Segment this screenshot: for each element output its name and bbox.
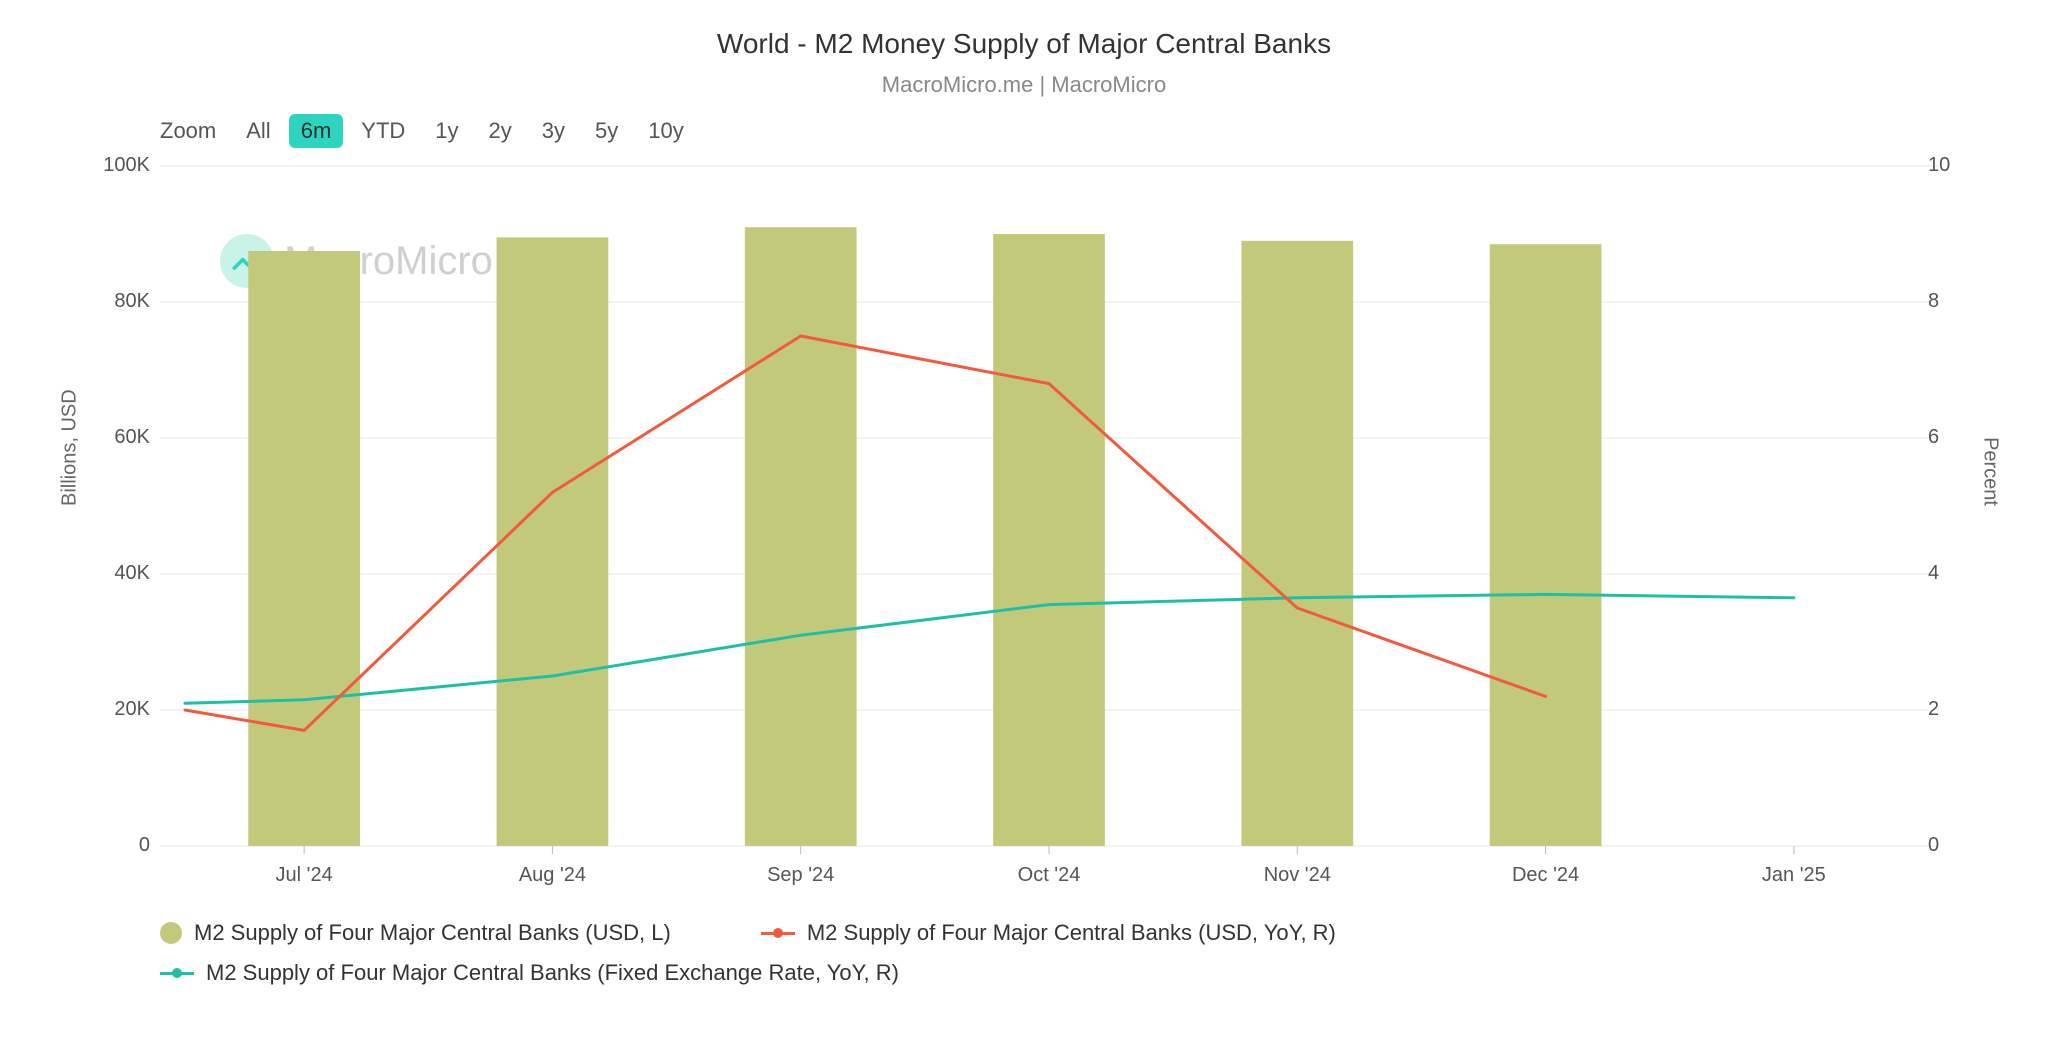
y-left-tick: 100K [50,154,150,177]
legend-item[interactable]: M2 Supply of Four Major Central Banks (U… [761,920,1336,946]
y-left-tick: 40K [50,562,150,585]
y-left-tick: 0 [50,834,150,857]
legend-swatch-icon [160,922,182,944]
zoom-2y-button[interactable]: 2y [477,114,524,148]
y-right-tick: 6 [1928,426,1988,449]
x-axis-tick: Aug '24 [519,864,586,887]
y-right-tick: 8 [1928,290,1988,313]
legend-item[interactable]: M2 Supply of Four Major Central Banks (U… [160,920,671,946]
y-right-tick: 10 [1928,154,1988,177]
legend-label: M2 Supply of Four Major Central Banks (U… [807,920,1336,946]
chart-title: World - M2 Money Supply of Major Central… [40,28,2008,60]
legend-label: M2 Supply of Four Major Central Banks (F… [206,960,899,986]
zoom-5y-button[interactable]: 5y [583,114,630,148]
x-axis-labels: Jul '24 Aug '24 Sep '24 Oct '24 Nov '24 Dec '… [160,856,1938,896]
zoom-1y-button[interactable]: 1y [423,114,470,148]
x-axis-tick: Jul '24 [276,864,333,887]
chart-svg [160,156,1938,856]
legend-item[interactable]: M2 Supply of Four Major Central Banks (F… [160,960,899,986]
y-left-tick: 80K [50,290,150,313]
x-axis-tick: Nov '24 [1264,864,1331,887]
x-axis-tick: Oct '24 [1018,864,1081,887]
y-right-tick: 0 [1928,834,1988,857]
zoom-controls: Zoom All6mYTD1y2y3y5y10y [160,114,2008,148]
y-left-tick: 20K [50,698,150,721]
zoom-all-button[interactable]: All [234,114,282,148]
x-axis-tick: Dec '24 [1512,864,1579,887]
zoom-10y-button[interactable]: 10y [636,114,695,148]
zoom-6m-button[interactable]: 6m [289,114,344,148]
zoom-label: Zoom [160,118,216,144]
chart-container: World - M2 Money Supply of Major Central… [0,0,2048,1046]
x-axis-tick: Jan '25 [1762,864,1826,887]
zoom-ytd-button[interactable]: YTD [349,114,417,148]
x-axis-tick: Sep '24 [767,864,834,887]
y-right-tick: 4 [1928,562,1988,585]
y-right-tick: 2 [1928,698,1988,721]
y-left-tick: 60K [50,426,150,449]
title-block: World - M2 Money Supply of Major Central… [40,28,2008,98]
legend-label: M2 Supply of Four Major Central Banks (U… [194,920,671,946]
plot-area: Billions, USD Percent MacroMicro 0020K24… [160,156,1938,856]
zoom-3y-button[interactable]: 3y [530,114,577,148]
legend: M2 Supply of Four Major Central Banks (U… [160,920,1938,986]
chart-subtitle: MacroMicro.me | MacroMicro [40,72,2008,98]
